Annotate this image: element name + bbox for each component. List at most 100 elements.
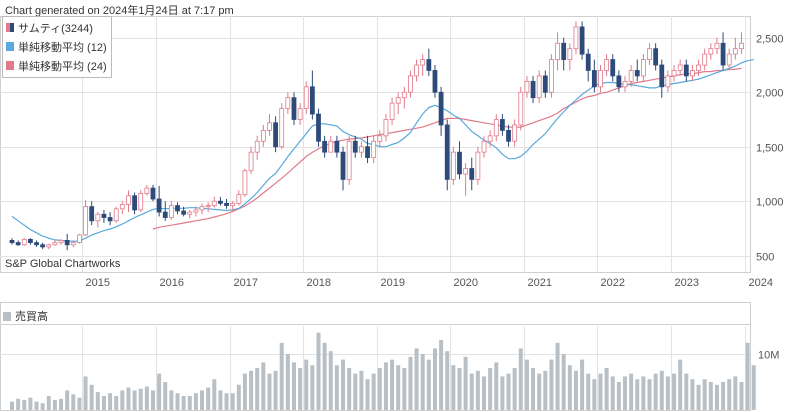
candle — [708, 43, 714, 60]
candle — [499, 114, 505, 136]
candle — [279, 103, 285, 149]
candle — [273, 116, 278, 153]
volume-bar — [310, 365, 315, 410]
candle-body — [346, 140, 352, 180]
volume-bar — [549, 359, 554, 410]
volume-bar — [623, 376, 627, 410]
x-tick-label: 2022 — [601, 277, 625, 289]
volume-bar — [451, 365, 456, 410]
x-tick-label: 2019 — [381, 277, 405, 289]
y-tick-label: 1,000 — [756, 197, 784, 209]
candle — [126, 190, 131, 213]
candle-body — [487, 135, 493, 142]
volume-bar — [573, 370, 578, 410]
candle — [9, 238, 15, 245]
volume-bar — [218, 390, 223, 410]
candle — [671, 65, 677, 82]
candle — [616, 70, 622, 93]
volume-bar — [261, 362, 266, 410]
candle-body — [389, 102, 395, 120]
candle — [524, 75, 530, 98]
volume-bar — [255, 368, 260, 410]
candle — [377, 130, 383, 147]
volume-bar — [506, 373, 511, 410]
volume-bar — [157, 373, 162, 410]
candle-body — [408, 75, 413, 93]
candle-body — [113, 208, 119, 222]
candle-body — [628, 70, 634, 82]
volume-legend[interactable]: 売買高 — [3, 308, 48, 324]
volume-bar — [439, 340, 444, 410]
volume-bar — [629, 373, 634, 410]
candle — [168, 201, 174, 220]
source-credit: S&P Global Chartworks — [5, 258, 121, 270]
volume-bar — [144, 386, 149, 410]
volume-bar — [83, 376, 88, 410]
candle-body — [683, 64, 689, 77]
volume-bar — [353, 373, 358, 410]
legend-item-ma12[interactable]: 単純移動平均 (12) — [6, 37, 107, 56]
candle — [389, 97, 395, 125]
candle — [549, 54, 554, 98]
candle — [193, 206, 199, 217]
candle — [309, 70, 315, 120]
volume-bar — [482, 376, 487, 410]
candle — [542, 70, 548, 98]
candle — [444, 119, 450, 191]
candle-body — [340, 151, 346, 180]
volume-bar — [684, 373, 689, 410]
candle — [579, 21, 585, 60]
candle — [297, 103, 303, 125]
candle — [512, 119, 518, 147]
volume-bar — [108, 393, 113, 410]
candle — [242, 168, 248, 197]
candle — [205, 202, 211, 213]
volume-bar — [224, 393, 229, 410]
candle-body — [634, 70, 640, 77]
volume-bar — [52, 399, 57, 410]
candle — [567, 43, 573, 71]
volume-bar — [377, 368, 382, 410]
candle-body — [89, 206, 95, 222]
candle — [726, 48, 732, 71]
candle-body — [224, 202, 229, 206]
candle-body — [696, 64, 701, 71]
candle-body — [438, 91, 444, 126]
candle-body — [309, 86, 315, 115]
volume-bar — [463, 356, 468, 410]
candle-body — [175, 205, 180, 212]
candle — [15, 240, 21, 246]
volume-bar — [390, 359, 395, 410]
candle-body — [119, 204, 125, 210]
volume-bar — [702, 379, 707, 410]
candle — [334, 135, 340, 158]
candle-body — [653, 48, 659, 66]
legend-item-ma24[interactable]: 単純移動平均 (24) — [6, 56, 107, 75]
volume-bar — [727, 379, 732, 410]
volume-bar — [512, 368, 517, 410]
volume-bar — [328, 351, 333, 410]
volume-bar — [672, 373, 677, 410]
volume-bar — [242, 373, 247, 410]
x-tick-label: 2018 — [307, 277, 331, 289]
candle — [303, 81, 309, 115]
candle-body — [475, 151, 481, 180]
candle — [150, 184, 156, 202]
candle — [506, 124, 511, 147]
volume-bar — [298, 368, 303, 410]
candle — [89, 201, 95, 226]
x-tick-label: 2016 — [160, 277, 184, 289]
legend-item-stock[interactable]: サムティ(3244) — [6, 18, 107, 37]
volume-bar — [371, 373, 376, 410]
volume-bar — [120, 390, 125, 410]
volume-bar — [187, 396, 192, 410]
volume-bar — [365, 379, 370, 410]
volume-bar — [212, 379, 217, 410]
candle-body — [579, 26, 585, 55]
candle-body — [365, 146, 370, 159]
price-legend: サムティ(3244) 単純移動平均 (12) 単純移動平均 (24) — [2, 16, 112, 78]
candle-body — [493, 119, 499, 137]
candle — [573, 21, 579, 55]
volume-bar — [169, 390, 174, 410]
volume-bar — [46, 396, 51, 410]
